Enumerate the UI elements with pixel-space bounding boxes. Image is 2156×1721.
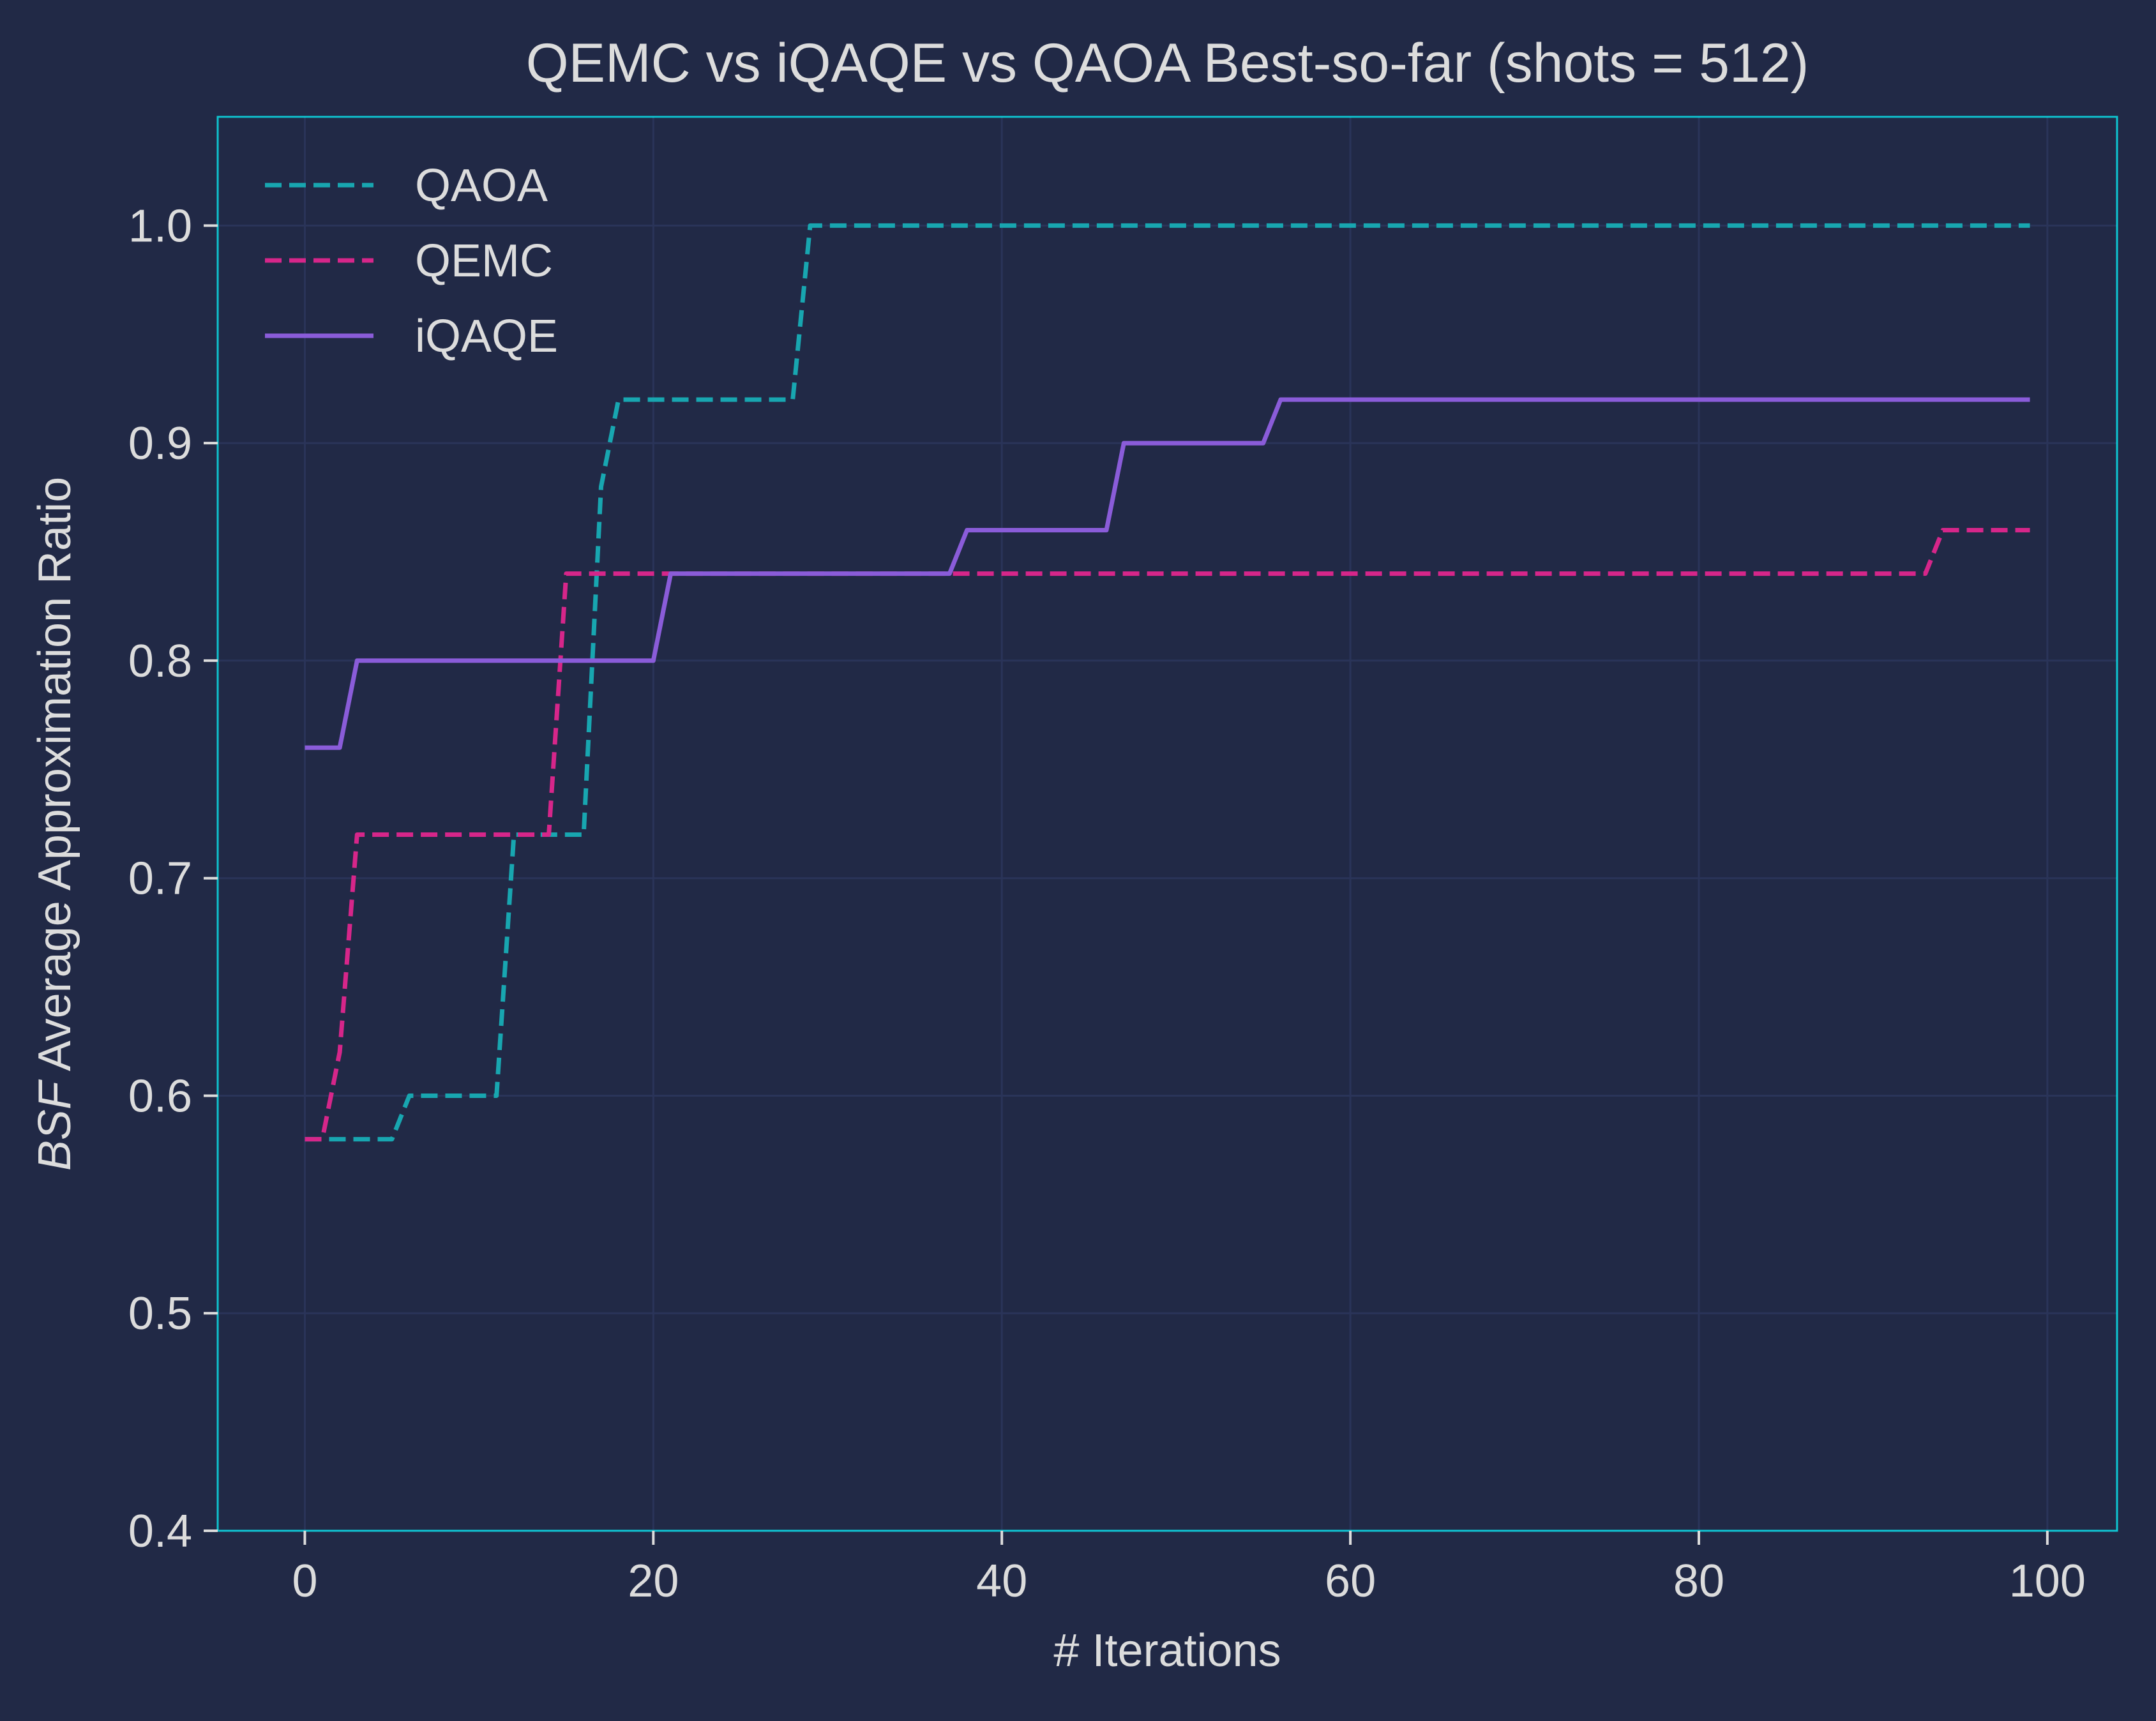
legend-label-qaoa: QAOA xyxy=(415,160,548,211)
plot-frame xyxy=(216,116,2118,1532)
y-axis-label: BSF Average Approximation Ratio xyxy=(29,477,80,1171)
y-tick-label: 0.5 xyxy=(128,1288,192,1339)
chart-title: QEMC vs iQAQE vs QAOA Best-so-far (shots… xyxy=(526,33,1809,94)
y-tick-label: 0.7 xyxy=(128,853,192,905)
x-tick-label: 80 xyxy=(1673,1556,1724,1607)
legend-label-iqaqe: iQAQE xyxy=(415,311,558,362)
legend: QAOA QEMC iQAQE xyxy=(265,160,558,362)
y-tick-label: 0.4 xyxy=(128,1506,192,1557)
y-axis-label-rest: Average Approximation Ratio xyxy=(29,477,80,1081)
x-tick-label: 20 xyxy=(628,1556,679,1607)
series-line-qemc xyxy=(305,528,2030,1142)
y-tick-label: 0.6 xyxy=(128,1071,192,1122)
y-tick-label: 0.9 xyxy=(128,418,192,469)
ticks: 0 20 40 60 80 100 0.4 0.5 0.6 0.7 0.8 0.9 1.0 xyxy=(128,200,2086,1607)
series-line-qaoa xyxy=(305,223,2030,1142)
x-axis-label: # Iterations xyxy=(1053,1625,1281,1676)
x-tick-label: 60 xyxy=(1325,1556,1376,1607)
legend-label-qemc: QEMC xyxy=(415,236,553,287)
series-layer xyxy=(305,223,2030,1142)
x-tick-label: 40 xyxy=(976,1556,1027,1607)
y-axis-label-italic: BSF xyxy=(29,1079,80,1171)
y-tick-label: 0.8 xyxy=(128,636,192,687)
series-line-iqaqe xyxy=(305,397,2030,750)
x-tick-label: 0 xyxy=(292,1556,317,1607)
y-tick-label: 1.0 xyxy=(128,200,192,252)
x-tick-label: 100 xyxy=(2009,1556,2086,1607)
